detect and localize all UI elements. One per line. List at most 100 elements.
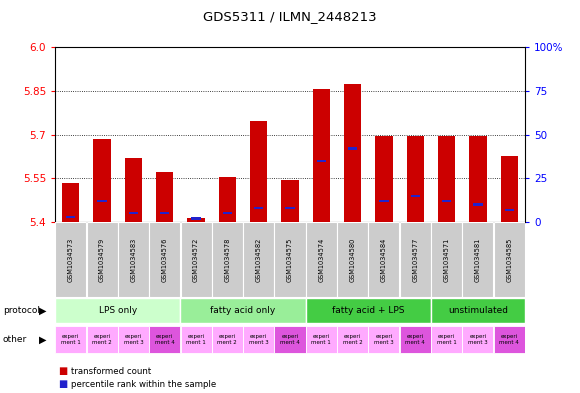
- Text: LPS only: LPS only: [99, 306, 137, 315]
- Bar: [462, 222, 494, 297]
- Bar: [118, 325, 149, 353]
- Bar: [86, 222, 118, 297]
- Bar: [219, 177, 236, 222]
- Text: ▶: ▶: [39, 334, 46, 344]
- Text: experi
ment 4: experi ment 4: [405, 334, 425, 345]
- Text: experi
ment 3: experi ment 3: [374, 334, 394, 345]
- Bar: [180, 325, 212, 353]
- Bar: [337, 222, 368, 297]
- Text: experi
ment 1: experi ment 1: [311, 334, 331, 345]
- Text: GSM1034579: GSM1034579: [99, 237, 105, 281]
- Bar: [317, 160, 326, 162]
- Bar: [285, 207, 295, 209]
- Bar: [149, 222, 180, 297]
- Text: GSM1034575: GSM1034575: [287, 237, 293, 281]
- Text: GSM1034584: GSM1034584: [381, 237, 387, 281]
- Bar: [494, 325, 525, 353]
- Text: fatty acid only: fatty acid only: [211, 306, 276, 315]
- Bar: [379, 200, 389, 202]
- Text: ▶: ▶: [39, 306, 46, 316]
- Bar: [187, 218, 205, 222]
- Bar: [149, 325, 180, 353]
- Bar: [431, 325, 462, 353]
- Bar: [55, 298, 180, 323]
- Text: GSM1034581: GSM1034581: [475, 237, 481, 281]
- Bar: [306, 298, 431, 323]
- Text: ■: ■: [58, 366, 67, 376]
- Bar: [431, 298, 525, 323]
- Text: GDS5311 / ILMN_2448213: GDS5311 / ILMN_2448213: [203, 10, 377, 23]
- Text: experi
ment 2: experi ment 2: [343, 334, 362, 345]
- Bar: [86, 325, 118, 353]
- Bar: [180, 298, 306, 323]
- Bar: [62, 183, 79, 222]
- Text: experi
ment 3: experi ment 3: [249, 334, 269, 345]
- Bar: [254, 207, 263, 209]
- Text: experi
ment 3: experi ment 3: [124, 334, 143, 345]
- Text: experi
ment 4: experi ment 4: [280, 334, 300, 345]
- Bar: [191, 217, 201, 220]
- Text: GSM1034578: GSM1034578: [224, 237, 230, 281]
- Bar: [494, 222, 525, 297]
- Bar: [156, 173, 173, 222]
- Bar: [160, 212, 169, 215]
- Bar: [501, 156, 518, 222]
- Bar: [93, 139, 111, 222]
- Bar: [344, 84, 361, 222]
- Bar: [400, 325, 431, 353]
- Text: percentile rank within the sample: percentile rank within the sample: [71, 380, 216, 389]
- Bar: [55, 222, 86, 297]
- Text: experi
ment 2: experi ment 2: [92, 334, 112, 345]
- Text: unstimulated: unstimulated: [448, 306, 508, 315]
- Bar: [431, 222, 462, 297]
- Bar: [180, 222, 212, 297]
- Text: GSM1034574: GSM1034574: [318, 237, 324, 281]
- Text: GSM1034580: GSM1034580: [350, 237, 356, 281]
- Bar: [306, 325, 337, 353]
- Text: experi
ment 1: experi ment 1: [437, 334, 456, 345]
- Bar: [505, 209, 514, 211]
- Text: GSM1034571: GSM1034571: [444, 237, 450, 281]
- Bar: [473, 204, 483, 206]
- Bar: [243, 325, 274, 353]
- Text: ■: ■: [58, 379, 67, 389]
- Bar: [368, 222, 400, 297]
- Text: GSM1034583: GSM1034583: [130, 237, 136, 281]
- Bar: [313, 90, 330, 222]
- Text: GSM1034576: GSM1034576: [162, 237, 168, 281]
- Bar: [223, 212, 232, 215]
- Bar: [375, 136, 393, 222]
- Text: experi
ment 4: experi ment 4: [155, 334, 175, 345]
- Text: protocol: protocol: [3, 307, 40, 315]
- Bar: [337, 325, 368, 353]
- Bar: [281, 180, 299, 222]
- Text: GSM1034577: GSM1034577: [412, 237, 418, 281]
- Bar: [118, 222, 149, 297]
- Text: experi
ment 4: experi ment 4: [499, 334, 519, 345]
- Bar: [97, 200, 107, 202]
- Bar: [462, 325, 494, 353]
- Bar: [442, 200, 451, 202]
- Text: experi
ment 3: experi ment 3: [468, 334, 488, 345]
- Text: other: other: [3, 335, 27, 344]
- Bar: [274, 325, 306, 353]
- Bar: [250, 121, 267, 222]
- Bar: [368, 325, 400, 353]
- Bar: [438, 136, 455, 222]
- Text: GSM1034582: GSM1034582: [256, 237, 262, 281]
- Bar: [66, 216, 75, 218]
- Text: experi
ment 1: experi ment 1: [61, 334, 81, 345]
- Bar: [212, 222, 243, 297]
- Bar: [400, 222, 431, 297]
- Bar: [55, 325, 86, 353]
- Bar: [125, 158, 142, 222]
- Bar: [212, 325, 243, 353]
- Text: GSM1034573: GSM1034573: [68, 237, 74, 281]
- Bar: [407, 136, 424, 222]
- Text: experi
ment 2: experi ment 2: [218, 334, 237, 345]
- Text: fatty acid + LPS: fatty acid + LPS: [332, 306, 404, 315]
- Bar: [306, 222, 337, 297]
- Bar: [274, 222, 306, 297]
- Bar: [411, 195, 420, 197]
- Bar: [348, 147, 357, 150]
